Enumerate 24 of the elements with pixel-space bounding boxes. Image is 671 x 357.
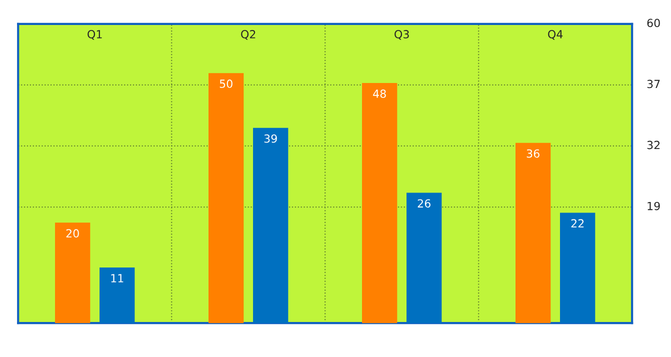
x-tick-label: Q4 xyxy=(548,30,563,40)
text: 32 xyxy=(647,140,660,150)
bar xyxy=(406,192,442,324)
bar xyxy=(362,83,398,324)
data-label: 20 xyxy=(66,229,79,238)
x-tick-label: Q3 xyxy=(394,30,409,40)
data-label: 11 xyxy=(111,274,124,282)
data-label: 48 xyxy=(373,90,386,98)
data-label: 36 xyxy=(526,149,540,158)
data-label: 39 xyxy=(264,134,277,143)
bar xyxy=(516,142,551,324)
bar xyxy=(208,73,244,324)
data-label: 50 xyxy=(220,80,232,88)
bar xyxy=(100,268,135,324)
bar xyxy=(253,128,288,324)
bar xyxy=(55,222,90,324)
data-label: 22 xyxy=(571,219,584,228)
bar xyxy=(560,212,596,324)
x-tick-label: Q2 xyxy=(241,30,256,40)
data-label: 26 xyxy=(418,199,430,208)
text: 60 xyxy=(647,18,660,28)
text: 19 xyxy=(648,202,660,210)
text: 37 xyxy=(647,80,660,88)
x-tick-label: Q1 xyxy=(88,30,102,40)
